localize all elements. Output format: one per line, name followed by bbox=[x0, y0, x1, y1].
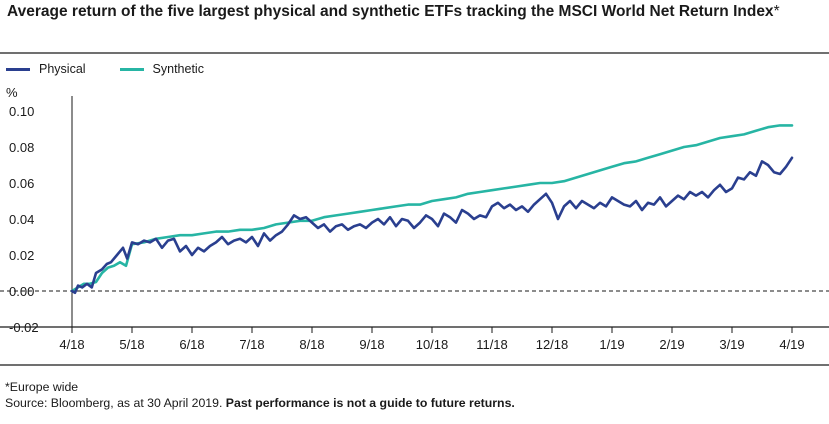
y-tick-label: 0.08 bbox=[9, 140, 34, 155]
legend-label-synthetic: Synthetic bbox=[152, 62, 204, 76]
footnote: *Europe wide bbox=[5, 380, 79, 394]
source-line: Source: Bloomberg, as at 30 April 2019. … bbox=[5, 395, 515, 411]
x-tick-label: 9/18 bbox=[359, 337, 384, 352]
x-tick-label: 5/18 bbox=[119, 337, 144, 352]
chart-title-text: Average return of the five largest physi… bbox=[7, 3, 774, 20]
x-tick-label: 4/19 bbox=[779, 337, 804, 352]
y-tick-label: 0.06 bbox=[9, 176, 34, 191]
legend-label-physical: Physical bbox=[39, 62, 86, 76]
x-tick-label: 10/18 bbox=[416, 337, 449, 352]
x-tick-label: 4/18 bbox=[59, 337, 84, 352]
legend-item-synthetic: Synthetic bbox=[119, 62, 204, 76]
legend: Physical Synthetic bbox=[6, 61, 238, 77]
legend-item-physical: Physical bbox=[6, 62, 86, 76]
x-tick-label: 8/18 bbox=[299, 337, 324, 352]
chart-title-asterisk: * bbox=[773, 3, 780, 20]
y-tick-label: 0.10 bbox=[9, 104, 34, 119]
legend-swatch-physical bbox=[6, 67, 30, 71]
x-tick-label: 12/18 bbox=[536, 337, 569, 352]
series-line-synthetic bbox=[70, 124, 794, 293]
footer: *Europe wide Source: Bloomberg, as at 30… bbox=[5, 379, 515, 411]
series-line-physical bbox=[70, 156, 794, 295]
y-tick-label: 0.02 bbox=[9, 248, 34, 263]
x-tick-label: 6/18 bbox=[179, 337, 204, 352]
x-tick-label: 1/19 bbox=[599, 337, 624, 352]
disclaimer-text: Past performance is not a guide to futur… bbox=[225, 396, 515, 410]
chart-title: Average return of the five largest physi… bbox=[7, 3, 822, 21]
x-tick-label: 11/18 bbox=[476, 337, 508, 352]
y-axis-unit: % bbox=[6, 85, 18, 100]
y-tick-label: -0.02 bbox=[9, 320, 39, 335]
source-text: Source: Bloomberg, as at 30 April 2019. bbox=[5, 396, 223, 410]
y-tick-label: 0.04 bbox=[9, 212, 34, 227]
legend-swatch-synthetic bbox=[119, 67, 144, 71]
x-tick-label: 7/18 bbox=[239, 337, 264, 352]
x-tick-label: 3/19 bbox=[719, 337, 744, 352]
x-tick-label: 2/19 bbox=[659, 337, 684, 352]
